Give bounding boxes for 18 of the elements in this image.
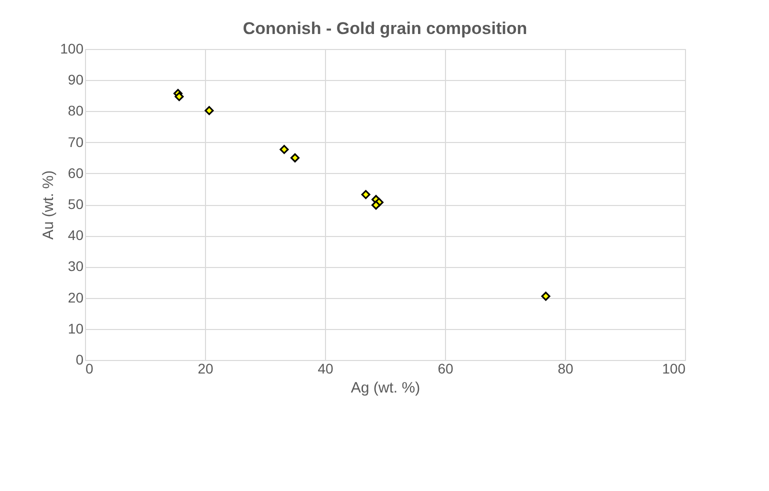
x-tick-label: 20 [198, 360, 214, 376]
chart-title: Cononish - Gold grain composition [242, 19, 528, 38]
y-tick-label: 20 [68, 289, 84, 306]
y-tick-label: 100 [60, 40, 84, 56]
y-tick-label: 90 [68, 72, 84, 88]
y-tick-label: 40 [68, 227, 84, 244]
y-tick-label: 80 [68, 102, 84, 119]
y-axis-title: Au (wt. %) [40, 170, 58, 240]
x-tick-label: 80 [558, 360, 574, 376]
y-tick-label: 30 [68, 258, 84, 274]
x-tick-label: 60 [438, 360, 454, 376]
y-tick-label: 50 [68, 196, 84, 212]
y-tick-label: 10 [68, 320, 84, 336]
x-tick-label: 40 [318, 360, 334, 376]
y-tick-label: 70 [68, 134, 84, 150]
y-tick-label: 60 [68, 164, 84, 181]
x-tick-label: 100 [662, 360, 686, 376]
x-axis-title: Ag (wt. %) [350, 380, 420, 396]
